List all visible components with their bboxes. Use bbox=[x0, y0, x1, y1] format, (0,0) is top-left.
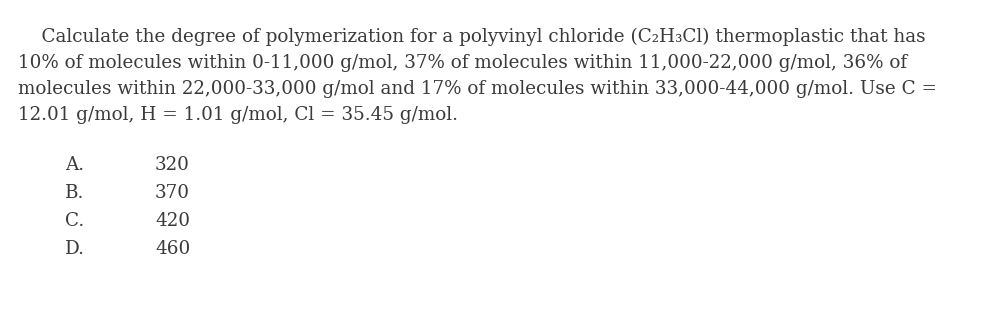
Text: 420: 420 bbox=[155, 212, 190, 230]
Text: A.: A. bbox=[65, 156, 84, 174]
Text: C.: C. bbox=[65, 212, 84, 230]
Text: 320: 320 bbox=[155, 156, 190, 174]
Text: 12.01 g/mol, H = 1.01 g/mol, Cl = 35.45 g/mol.: 12.01 g/mol, H = 1.01 g/mol, Cl = 35.45 … bbox=[18, 106, 458, 124]
Text: molecules within 22,000-33,000 g/mol and 17% of molecules within 33,000-44,000 g: molecules within 22,000-33,000 g/mol and… bbox=[18, 80, 937, 98]
Text: Calculate the degree of polymerization for a polyvinyl chloride (C₂H₃Cl) thermop: Calculate the degree of polymerization f… bbox=[18, 28, 926, 46]
Text: 370: 370 bbox=[155, 184, 190, 202]
Text: D.: D. bbox=[65, 240, 85, 258]
Text: B.: B. bbox=[65, 184, 84, 202]
Text: 460: 460 bbox=[155, 240, 190, 258]
Text: 10% of molecules within 0-11,000 g/mol, 37% of molecules within 11,000-22,000 g/: 10% of molecules within 0-11,000 g/mol, … bbox=[18, 54, 907, 72]
